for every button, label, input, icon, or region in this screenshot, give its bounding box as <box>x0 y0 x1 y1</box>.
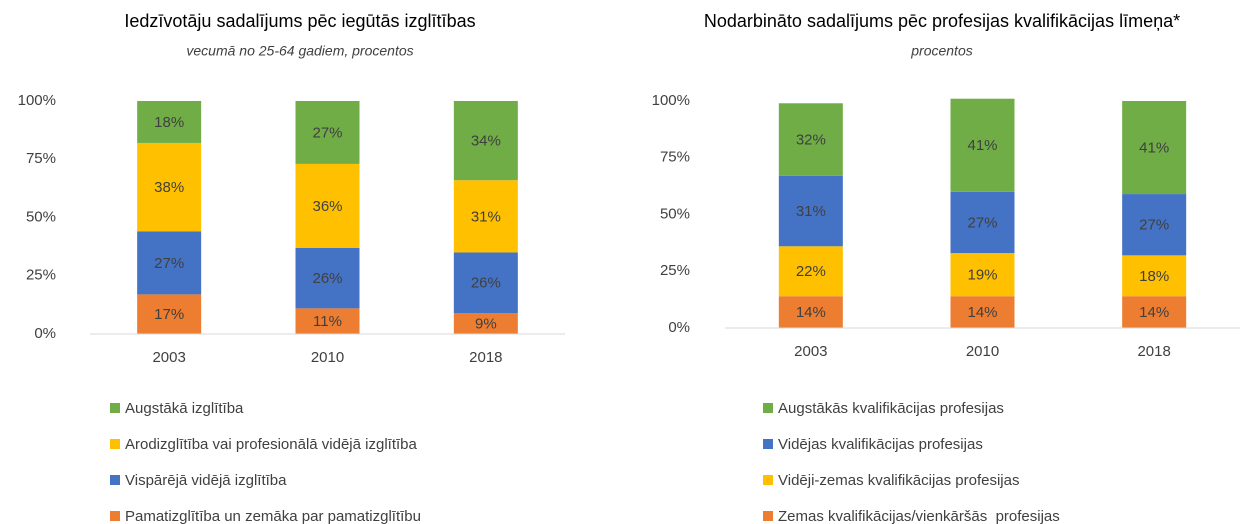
x-tick-label: 2003 <box>794 343 827 360</box>
y-tick-label: 25% <box>660 262 690 279</box>
x-tick-label: 2010 <box>311 349 344 366</box>
y-tick-label: 50% <box>26 208 56 225</box>
data-label: 14% <box>796 304 826 321</box>
bar-segment <box>295 101 360 164</box>
data-label: 27% <box>312 124 342 141</box>
x-tick-label: 2010 <box>966 343 999 360</box>
data-label: 9% <box>475 315 497 332</box>
legend-label: Pamatizglītība un zemāka par pamatizglīt… <box>125 508 421 524</box>
y-tick-label: 100% <box>652 92 690 109</box>
y-tick-label: 25% <box>26 267 56 284</box>
y-tick-label: 0% <box>34 325 56 342</box>
bar-segment <box>453 101 518 181</box>
legend-swatch <box>110 403 120 413</box>
x-tick-label: 2003 <box>152 349 185 366</box>
data-label: 27% <box>154 255 184 272</box>
bar-segment <box>1122 255 1187 297</box>
legend-swatch <box>763 475 773 485</box>
y-tick-label: 0% <box>668 319 690 336</box>
bar-segment <box>950 253 1015 297</box>
legend-swatch <box>110 439 120 449</box>
data-label: 34% <box>471 133 501 150</box>
bar-segment <box>453 313 518 334</box>
chart-subtitle: vecumā no 25-64 gadiem, procentos <box>186 43 413 59</box>
data-label: 27% <box>967 214 997 231</box>
legend-swatch <box>763 511 773 521</box>
y-tick-label: 50% <box>660 205 690 222</box>
bar-segment <box>1122 194 1187 256</box>
legend-label: Vidēji-zemas kvalifikācijas profesijas <box>778 472 1019 489</box>
data-label: 41% <box>1139 140 1169 157</box>
bar-segment <box>778 103 843 176</box>
data-label: 11% <box>313 313 342 330</box>
data-label: 17% <box>154 306 184 323</box>
data-label: 36% <box>312 198 342 215</box>
data-label: 31% <box>796 203 826 220</box>
bar-segment <box>778 175 843 247</box>
legend-label: Vidējas kvalifikācijas profesijas <box>778 436 983 453</box>
bar-segment <box>1122 296 1187 328</box>
data-label: 19% <box>967 267 997 284</box>
legend-label: Vispārējā vidējā izglītība <box>125 472 287 489</box>
bar-segment <box>778 246 843 297</box>
bar-segment <box>778 296 843 328</box>
x-tick-label: 2018 <box>1137 343 1170 360</box>
legend-label: Augstākā izglītība <box>125 400 244 417</box>
chart-title: Iedzīvotāju sadalījums pēc iegūtās izglī… <box>124 11 475 31</box>
legend-label: Augstākās kvalifikācijas profesijas <box>778 400 1004 417</box>
y-tick-label: 75% <box>26 150 56 167</box>
data-label: 14% <box>967 304 997 321</box>
bar-segment <box>137 294 202 334</box>
bar-segment <box>295 308 360 334</box>
bar-segment <box>950 191 1015 254</box>
chart-subtitle: procentos <box>910 43 972 59</box>
legend-label: Zemas kvalifikācijas/vienkāršās profesij… <box>778 508 1060 524</box>
x-tick-label: 2018 <box>469 349 502 366</box>
bar-segment <box>453 180 518 253</box>
bar-segment <box>137 101 202 143</box>
legend-swatch <box>763 439 773 449</box>
data-label: 26% <box>312 270 342 287</box>
data-label: 22% <box>796 263 826 280</box>
bar-segment <box>950 296 1015 328</box>
legend-swatch <box>763 403 773 413</box>
bar-segment <box>295 247 360 309</box>
y-tick-label: 75% <box>660 149 690 166</box>
data-label: 18% <box>154 114 184 131</box>
data-label: 38% <box>154 179 184 196</box>
data-label: 32% <box>796 132 826 149</box>
data-label: 31% <box>471 208 501 225</box>
data-label: 41% <box>967 137 997 154</box>
data-label: 18% <box>1139 268 1169 285</box>
data-label: 26% <box>471 275 501 292</box>
bar-segment <box>137 231 202 295</box>
bar-segment <box>950 98 1015 192</box>
legend-swatch <box>110 475 120 485</box>
bar-segment <box>1122 101 1187 195</box>
bar-segment <box>453 252 518 314</box>
legend-swatch <box>110 511 120 521</box>
chart-title: Nodarbināto sadalījums pēc profesijas kv… <box>704 11 1180 31</box>
data-label: 14% <box>1139 304 1169 321</box>
y-tick-label: 100% <box>18 92 56 109</box>
bar-segment <box>295 163 360 248</box>
legend-label: Arodizglītība vai profesionālā vidējā iz… <box>125 436 417 453</box>
data-label: 27% <box>1139 217 1169 234</box>
bar-segment <box>137 142 202 232</box>
